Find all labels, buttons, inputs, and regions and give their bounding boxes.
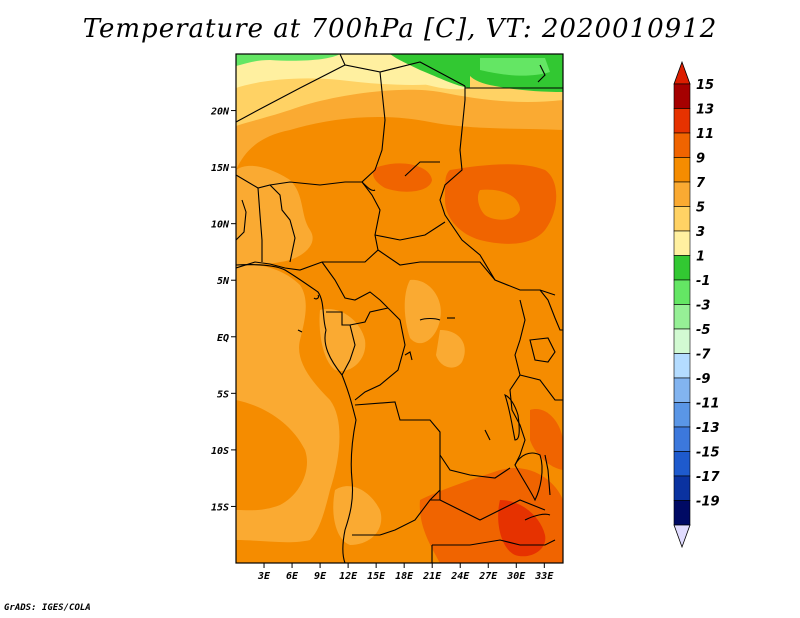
colorbar-label: -19 [696, 495, 720, 510]
colorbar-label: -5 [696, 323, 710, 338]
lat-label: 15N [211, 163, 230, 174]
country-borders [236, 54, 563, 563]
colorbar-segment [673, 328, 691, 354]
lon-label: 27E [478, 571, 498, 582]
lon-label: 3E [257, 571, 271, 582]
colorbar-segment [673, 206, 691, 232]
lon-label: 15E [367, 571, 386, 582]
colorbar-segment [673, 451, 691, 477]
colorbar-label: 9 [696, 152, 705, 167]
grads-credit: GrADS: IGES/COLA [4, 603, 91, 613]
colorbar-label: 15 [696, 78, 714, 93]
latitude-axis: 20N 15N 10N 5N EQ 5S 10S 15S [210, 107, 236, 513]
colorbar-segment [673, 132, 691, 158]
colorbar: 15 13 11 9 7 5 3 1 -1 -3 -5 -7 -9 -11 -13 -15 -17 -19 [673, 60, 720, 549]
colorbar-label: -1 [696, 274, 710, 289]
colorbar-label: 3 [696, 225, 705, 240]
colorbar-label: -11 [696, 397, 720, 412]
lon-label: 18E [395, 571, 414, 582]
colorbar-segment [673, 108, 691, 134]
colorbar-label: -9 [696, 372, 710, 387]
lon-label: 6E [286, 571, 299, 582]
map-frame [235, 53, 564, 564]
lon-label: 21E [422, 571, 442, 582]
lon-label: 33E [534, 571, 554, 582]
colorbar-segment [673, 157, 691, 183]
lat-label: 10S [211, 446, 229, 457]
lat-label: EQ [217, 333, 229, 344]
lat-label: 15S [211, 502, 229, 513]
colorbar-segment [673, 500, 691, 526]
colorbar-top-arrow [673, 60, 691, 85]
lat-label: 10N [211, 220, 230, 231]
colorbar-segment [673, 353, 691, 379]
lon-label: 12E [339, 571, 358, 582]
colorbar-segment [673, 83, 691, 109]
lat-label: 5N [217, 276, 230, 287]
colorbar-segment [673, 426, 691, 452]
colorbar-segment [673, 304, 691, 330]
colorbar-segment [673, 475, 691, 501]
colorbar-label: -13 [696, 421, 720, 436]
lon-label: 24E [450, 571, 470, 582]
lon-label: 30E [506, 571, 526, 582]
colorbar-label: 11 [696, 127, 714, 142]
map-title: Temperature at 700hPa [C], VT: 202001091… [82, 14, 718, 44]
colorbar-segment [673, 279, 691, 305]
colorbar-label: 13 [696, 103, 714, 118]
colorbar-label: -7 [696, 348, 711, 363]
colorbar-label: -17 [696, 470, 720, 485]
temperature-field [236, 54, 563, 563]
colorbar-bottom-arrow [673, 524, 691, 549]
lon-label: 9E [314, 571, 327, 582]
colorbar-label: 5 [696, 201, 705, 216]
longitude-axis: 3E 6E 9E 12E 15E 18E 21E 24E 27E 30E 33E [257, 563, 554, 582]
colorbar-segment [673, 255, 691, 281]
colorbar-label: 7 [696, 176, 706, 191]
colorbar-segment [673, 181, 691, 207]
colorbar-segment [673, 230, 691, 256]
colorbar-segment [673, 377, 691, 403]
colorbar-label: -15 [696, 446, 720, 461]
colorbar-label: 1 [696, 250, 705, 265]
colorbar-label: -3 [696, 299, 710, 314]
lat-label: 20N [210, 107, 230, 118]
lat-label: 5S [217, 389, 229, 400]
colorbar-segment [673, 402, 691, 428]
